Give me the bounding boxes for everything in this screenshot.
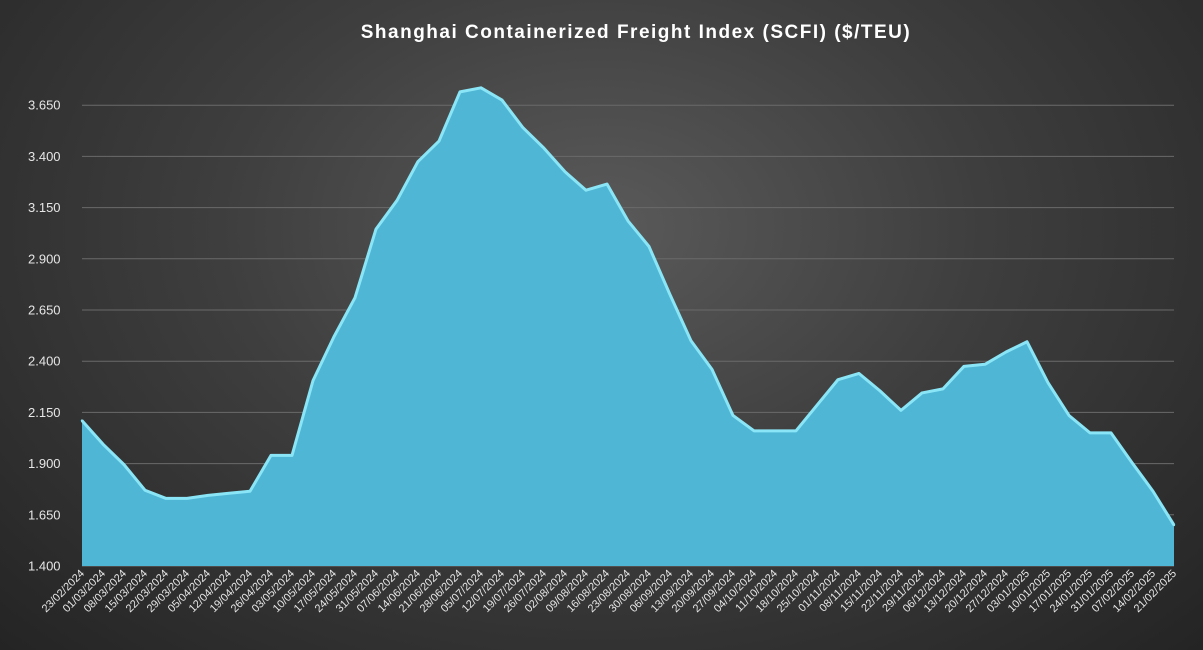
data-point bbox=[1109, 431, 1113, 435]
y-tick-label: 3.400 bbox=[28, 149, 61, 164]
data-point bbox=[500, 98, 504, 102]
data-point bbox=[1067, 414, 1071, 417]
data-point bbox=[479, 86, 483, 89]
x-axis-tick-labels: 23/02/202401/03/202408/03/202415/03/2024… bbox=[40, 568, 1179, 615]
data-point bbox=[605, 182, 609, 186]
data-point bbox=[710, 368, 714, 371]
data-point bbox=[1004, 350, 1008, 354]
data-point bbox=[1025, 340, 1029, 343]
data-point bbox=[689, 339, 693, 342]
data-point bbox=[1046, 381, 1050, 384]
data-point bbox=[794, 429, 798, 433]
data-point bbox=[752, 429, 756, 433]
data-point bbox=[941, 387, 945, 391]
data-point bbox=[983, 363, 987, 366]
data-point bbox=[857, 372, 861, 375]
data-point bbox=[332, 335, 336, 338]
data-point bbox=[521, 126, 525, 129]
data-point bbox=[416, 160, 420, 163]
data-point bbox=[899, 409, 903, 412]
data-point bbox=[962, 365, 966, 368]
data-point bbox=[395, 199, 399, 202]
data-point bbox=[815, 404, 819, 407]
y-tick-label: 1.900 bbox=[28, 456, 61, 471]
y-tick-label: 2.650 bbox=[28, 303, 61, 318]
data-point bbox=[668, 293, 672, 296]
data-point bbox=[185, 497, 189, 500]
data-point bbox=[878, 389, 882, 393]
data-point bbox=[164, 497, 168, 500]
data-point bbox=[80, 419, 84, 422]
chart-title: Shanghai Containerized Freight Index (SC… bbox=[361, 22, 911, 43]
y-axis-tick-labels: 1.400 1.650 1.900 2.150 2.400 2.650 2.900 3.150… bbox=[28, 98, 61, 574]
data-point bbox=[731, 414, 735, 417]
data-point bbox=[269, 454, 273, 457]
y-tick-label: 1.400 bbox=[28, 559, 61, 574]
data-point bbox=[227, 492, 231, 495]
data-point bbox=[248, 490, 252, 493]
data-point bbox=[920, 391, 924, 395]
data-point bbox=[311, 379, 315, 382]
data-point bbox=[584, 188, 588, 192]
y-tick-label: 3.150 bbox=[28, 200, 61, 215]
data-point bbox=[1130, 461, 1134, 464]
data-point bbox=[647, 245, 651, 248]
data-point bbox=[143, 489, 147, 492]
y-tick-label: 2.900 bbox=[28, 251, 61, 266]
data-point bbox=[458, 90, 462, 94]
y-tick-label: 2.400 bbox=[28, 354, 61, 369]
y-tick-label: 2.150 bbox=[28, 405, 61, 420]
data-point bbox=[374, 227, 378, 231]
data-point bbox=[773, 429, 777, 433]
scfi-series bbox=[80, 86, 1176, 567]
series-area bbox=[82, 87, 1174, 567]
data-point bbox=[122, 463, 126, 466]
data-point bbox=[1151, 490, 1155, 493]
data-point bbox=[563, 170, 567, 173]
data-point bbox=[437, 139, 441, 143]
y-tick-label: 1.650 bbox=[28, 507, 61, 522]
data-point bbox=[1088, 431, 1092, 435]
y-tick-label: 3.650 bbox=[28, 98, 61, 113]
data-point bbox=[290, 454, 294, 457]
data-point bbox=[1172, 523, 1176, 527]
data-point bbox=[353, 296, 357, 299]
data-point bbox=[206, 494, 210, 497]
data-point bbox=[101, 442, 105, 446]
data-point bbox=[626, 219, 630, 223]
data-point bbox=[542, 147, 546, 150]
data-point bbox=[836, 378, 840, 381]
